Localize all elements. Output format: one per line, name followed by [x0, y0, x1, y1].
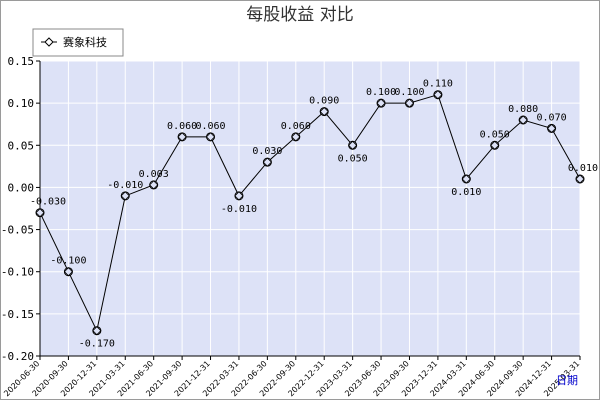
data-point-marker — [234, 191, 244, 201]
data-point-diamond — [149, 180, 159, 190]
data-point-diamond — [234, 191, 244, 201]
data-point-diamond — [120, 191, 130, 201]
data-label: -0.010 — [107, 180, 143, 191]
data-point-marker — [575, 174, 585, 184]
data-point-marker — [291, 132, 301, 142]
series-polyline — [39, 94, 581, 333]
data-point-diamond — [376, 98, 386, 108]
data-point-marker — [120, 191, 130, 201]
data-point-marker — [461, 174, 471, 184]
y-tick-labels: 0.15 0.10 0.05 0.00 -0.05 -0.10 -0.15 -0.20 — [1, 55, 34, 363]
plot-area — [40, 61, 580, 356]
data-point-diamond — [35, 208, 45, 218]
data-point-diamond — [518, 115, 528, 125]
data-label: -0.170 — [79, 339, 115, 350]
series-line — [39, 94, 581, 333]
y-tick-label: 0.00 — [8, 181, 35, 194]
data-point-marker — [404, 98, 414, 108]
data-label: 0.080 — [508, 104, 538, 115]
data-point-marker — [376, 98, 386, 108]
data-point-marker — [547, 123, 557, 133]
y-tick-label: 0.05 — [8, 139, 35, 152]
data-label: 0.050 — [338, 153, 368, 164]
data-point-marker — [206, 132, 216, 142]
data-point-diamond — [319, 107, 329, 117]
x-axis-label: 日期 — [556, 374, 578, 387]
data-point-marker — [177, 132, 187, 142]
legend-diamond-marker — [44, 37, 54, 47]
data-point-marker — [319, 107, 329, 117]
data-point-diamond — [575, 174, 585, 184]
data-point-diamond — [433, 90, 443, 100]
data-label: -0.030 — [30, 197, 66, 208]
data-point-marker — [433, 90, 443, 100]
data-point-marker — [149, 180, 159, 190]
y-tick-label: 0.10 — [8, 97, 35, 110]
data-point-diamond — [177, 132, 187, 142]
data-point-diamond — [490, 140, 500, 150]
data-label: 0.010 — [568, 163, 598, 174]
series-markers — [35, 90, 585, 336]
data-point-diamond — [461, 174, 471, 184]
data-label: 0.100 — [366, 87, 396, 98]
data-point-diamond — [291, 132, 301, 142]
data-point-diamond — [63, 267, 73, 277]
y-tick-label: -0.20 — [1, 350, 34, 363]
data-label: 0.010 — [451, 187, 481, 198]
data-point-marker — [518, 115, 528, 125]
data-labels: -0.030-0.100-0.170-0.0100.0030.0600.060-… — [30, 79, 598, 350]
data-point-diamond — [547, 123, 557, 133]
legend-label: 赛象科技 — [63, 35, 107, 49]
data-point-diamond — [92, 326, 102, 336]
data-label: 0.060 — [281, 121, 311, 132]
data-label: 0.003 — [139, 169, 169, 180]
y-tick-label: 0.15 — [8, 55, 35, 68]
data-label: 0.060 — [195, 121, 225, 132]
data-point-marker — [63, 267, 73, 277]
data-label: 0.070 — [537, 112, 567, 123]
x-tick-labels: 2020-06-302020-09-302020-12-312021-03-31… — [2, 359, 581, 398]
y-tick-label: -0.05 — [1, 224, 34, 237]
data-label: 0.030 — [252, 146, 282, 157]
chart-title: 每股收益 对比 — [246, 5, 353, 25]
data-label: -0.100 — [50, 256, 86, 267]
data-point-marker — [262, 157, 272, 167]
y-tick-label: -0.15 — [1, 308, 34, 321]
legend: 赛象科技 — [32, 28, 124, 57]
data-label: 0.060 — [167, 121, 197, 132]
data-point-diamond — [348, 140, 358, 150]
data-point-marker — [348, 140, 358, 150]
data-point-marker — [92, 326, 102, 336]
data-point-diamond — [262, 157, 272, 167]
data-label: 0.050 — [480, 129, 510, 140]
data-point-diamond — [205, 132, 216, 142]
data-label: 0.110 — [423, 79, 453, 90]
data-label: 0.100 — [394, 87, 424, 98]
data-point-marker — [35, 208, 45, 218]
data-label: 0.090 — [309, 96, 339, 107]
data-point-marker — [490, 140, 500, 150]
data-label: -0.010 — [221, 204, 257, 215]
y-tick-label: -0.10 — [1, 266, 34, 279]
data-point-diamond — [404, 98, 415, 108]
